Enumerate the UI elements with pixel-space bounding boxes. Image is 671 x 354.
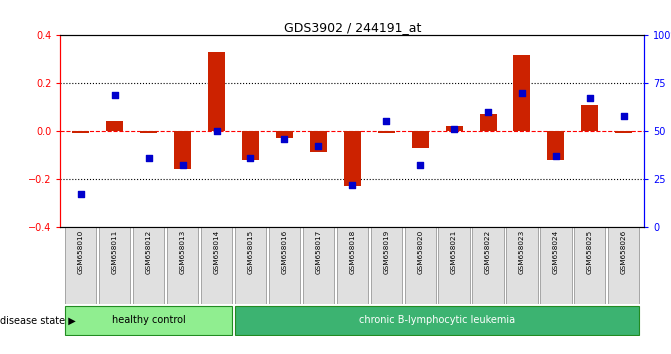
Point [144, 155, 154, 161]
Bar [438, 227, 470, 304]
Text: GSM658021: GSM658021 [451, 230, 457, 274]
Text: GSM658013: GSM658013 [180, 230, 186, 274]
Text: disease state ▶: disease state ▶ [0, 315, 76, 325]
Text: GSM658016: GSM658016 [281, 230, 287, 274]
Bar [201, 227, 232, 304]
Point [517, 90, 527, 96]
Point [347, 182, 358, 187]
Bar [303, 227, 334, 304]
Bar [337, 227, 368, 304]
Bar [310, 131, 327, 153]
Bar [446, 126, 462, 131]
Text: GSM658022: GSM658022 [485, 230, 491, 274]
Bar [72, 131, 89, 133]
Text: chronic B-lymphocytic leukemia: chronic B-lymphocytic leukemia [359, 315, 515, 325]
Bar [99, 227, 130, 304]
Text: GSM658019: GSM658019 [383, 230, 389, 274]
Bar [167, 227, 198, 304]
Bar [480, 114, 497, 131]
Bar [65, 227, 97, 304]
Bar [405, 227, 435, 304]
Point [415, 162, 425, 168]
Text: healthy control: healthy control [112, 315, 185, 325]
Text: GSM658026: GSM658026 [621, 230, 627, 274]
Bar [344, 131, 361, 186]
Bar [615, 131, 632, 133]
Bar [378, 131, 395, 133]
Point [211, 128, 222, 134]
Bar [548, 131, 564, 160]
Bar [235, 306, 639, 335]
Text: GSM658018: GSM658018 [350, 230, 355, 274]
Point [550, 153, 561, 159]
Point [177, 162, 188, 168]
Point [279, 136, 290, 142]
Title: GDS3902 / 244191_at: GDS3902 / 244191_at [284, 21, 421, 34]
Bar [133, 227, 164, 304]
Bar [235, 227, 266, 304]
Point [584, 96, 595, 101]
Bar [574, 227, 605, 304]
Bar [412, 131, 429, 148]
Bar [276, 131, 293, 138]
Bar [472, 227, 504, 304]
Bar [208, 52, 225, 131]
Bar [65, 306, 232, 335]
Text: GSM658024: GSM658024 [553, 230, 559, 274]
Bar [370, 227, 402, 304]
Point [109, 92, 120, 97]
Text: GSM658014: GSM658014 [213, 230, 219, 274]
Point [619, 113, 629, 119]
Bar [269, 227, 300, 304]
Bar [174, 131, 191, 169]
Point [75, 191, 86, 197]
Point [313, 143, 323, 149]
Text: GSM658015: GSM658015 [248, 230, 254, 274]
Text: GSM658023: GSM658023 [519, 230, 525, 274]
Text: GSM658011: GSM658011 [111, 230, 117, 274]
Bar [242, 131, 259, 160]
Text: GSM658010: GSM658010 [78, 230, 84, 274]
Point [245, 155, 256, 161]
Text: GSM658017: GSM658017 [315, 230, 321, 274]
Bar [581, 105, 599, 131]
Point [381, 119, 392, 124]
Text: GSM658012: GSM658012 [146, 230, 152, 274]
Point [449, 126, 460, 132]
Point [482, 109, 493, 115]
Bar [513, 55, 531, 131]
Bar [507, 227, 537, 304]
Text: GSM658020: GSM658020 [417, 230, 423, 274]
Text: GSM658025: GSM658025 [587, 230, 593, 274]
Bar [540, 227, 572, 304]
Bar [106, 121, 123, 131]
Bar [608, 227, 639, 304]
Bar [140, 131, 157, 133]
